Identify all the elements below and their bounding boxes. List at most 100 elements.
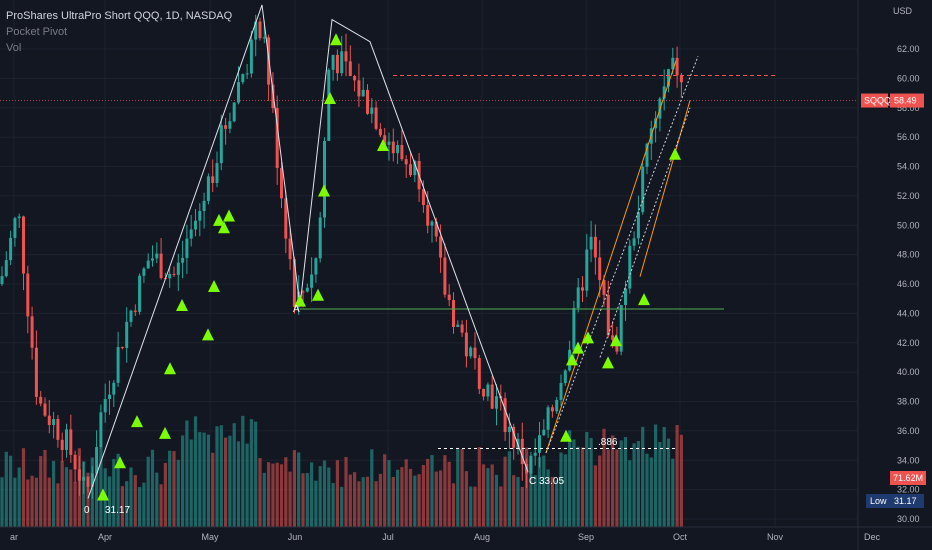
channel-dotted-top <box>545 56 699 454</box>
symbol-tag-label: SQQQ <box>864 96 891 106</box>
candle-body <box>387 141 391 145</box>
volume-bar <box>267 462 271 527</box>
candle-body <box>538 435 541 453</box>
volume-bar <box>361 477 365 527</box>
volume-bar <box>460 449 464 527</box>
candle-body <box>378 128 382 136</box>
pocket-pivot-marker <box>131 415 143 428</box>
volume-bar <box>649 457 653 527</box>
pocket-pivot-marker <box>572 341 584 354</box>
volume-bar <box>580 447 585 527</box>
x-tick-label: Jul <box>382 532 394 542</box>
candle-body <box>495 396 498 409</box>
x-tick-label: Sep <box>578 532 594 542</box>
candle-body <box>400 145 404 160</box>
candle-body <box>413 160 417 176</box>
candle-body <box>585 249 589 291</box>
candle-body <box>679 75 683 83</box>
low-value-tag <box>890 494 924 508</box>
pocket-pivot-marker <box>602 356 614 369</box>
volume-bar <box>189 439 193 527</box>
volume-bar <box>507 451 511 527</box>
candle-body <box>26 273 30 317</box>
volume-bar <box>262 472 266 527</box>
candle-body <box>391 141 395 154</box>
candle-body <box>39 396 43 404</box>
pocket-pivot-marker <box>213 213 225 226</box>
volume-bar <box>202 432 206 527</box>
volume-bar <box>434 471 438 527</box>
candle-body <box>323 141 326 218</box>
volume-bar <box>133 475 137 527</box>
pocket-pivot-marker <box>324 91 336 104</box>
volume-bar <box>163 462 167 527</box>
volume-bar <box>529 458 533 527</box>
legend-indicator-pocket-pivot[interactable]: Pocket Pivot <box>6 26 68 38</box>
volume-bar <box>99 447 103 527</box>
low-value-tag-label: 31.17 <box>894 496 917 506</box>
candle-body <box>112 382 116 395</box>
volume-bar <box>482 464 486 527</box>
x-tick-label: Oct <box>673 532 688 542</box>
volume-bar <box>168 450 172 527</box>
volume-bar <box>391 476 395 527</box>
pocket-pivot-marker <box>610 334 622 347</box>
candle-body <box>335 54 339 74</box>
candle-body <box>189 229 193 239</box>
x-tick-label: Aug <box>474 532 490 542</box>
volume-bar <box>443 455 447 527</box>
candle-body <box>593 236 597 258</box>
y-tick-label: 30.00 <box>897 514 920 524</box>
volume-bar <box>249 419 253 527</box>
volume-bar <box>396 469 400 527</box>
pocket-pivot-marker <box>294 294 306 307</box>
volume-bar <box>181 435 185 527</box>
volume-bar <box>39 456 43 527</box>
candle-body <box>460 324 464 333</box>
volume-bar <box>64 467 69 527</box>
volume-bar <box>340 486 344 527</box>
y-tick-label: 62.00 <box>897 44 920 54</box>
candle-body <box>232 102 236 122</box>
candle-body <box>4 260 8 277</box>
volume-bar <box>499 486 503 527</box>
candle-body <box>662 86 666 99</box>
candle-body <box>30 316 34 348</box>
volume-bar <box>279 464 284 527</box>
candle-body <box>176 262 180 275</box>
volume-bar <box>451 483 456 527</box>
candle-body <box>572 308 576 350</box>
volume-bar <box>546 469 550 527</box>
legend-indicator-volume[interactable]: Vol <box>6 42 22 54</box>
pocket-pivot-marker <box>164 362 176 375</box>
candle-body <box>542 429 546 436</box>
pocket-pivot-marker <box>223 209 235 222</box>
volume-bar <box>555 480 559 527</box>
volume-bar <box>632 443 636 527</box>
volume-bar <box>86 472 90 527</box>
volume-bar <box>645 453 649 527</box>
candle-body <box>555 399 559 412</box>
volume-bar <box>155 472 159 527</box>
candle-body <box>589 236 593 250</box>
volume-bar <box>150 449 155 527</box>
volume-bar <box>477 447 481 527</box>
x-tick-label: Apr <box>98 532 112 542</box>
candle-body <box>667 69 670 87</box>
candle-body <box>636 212 640 239</box>
volume-bar <box>611 435 615 527</box>
y-tick-label: 34.00 <box>897 455 920 465</box>
symbol-tag <box>861 93 888 108</box>
volume-bar <box>9 455 13 527</box>
candle-body <box>409 164 412 176</box>
candle-body <box>142 268 146 276</box>
candle-body <box>60 439 64 450</box>
volume-bar <box>335 460 339 527</box>
volume-bar <box>241 415 245 527</box>
volume-bar <box>490 464 494 527</box>
volume-bar <box>284 457 288 527</box>
last-price-tag-label: 58.49 <box>894 96 917 106</box>
volume-tag-label: 71.62M <box>893 473 923 483</box>
